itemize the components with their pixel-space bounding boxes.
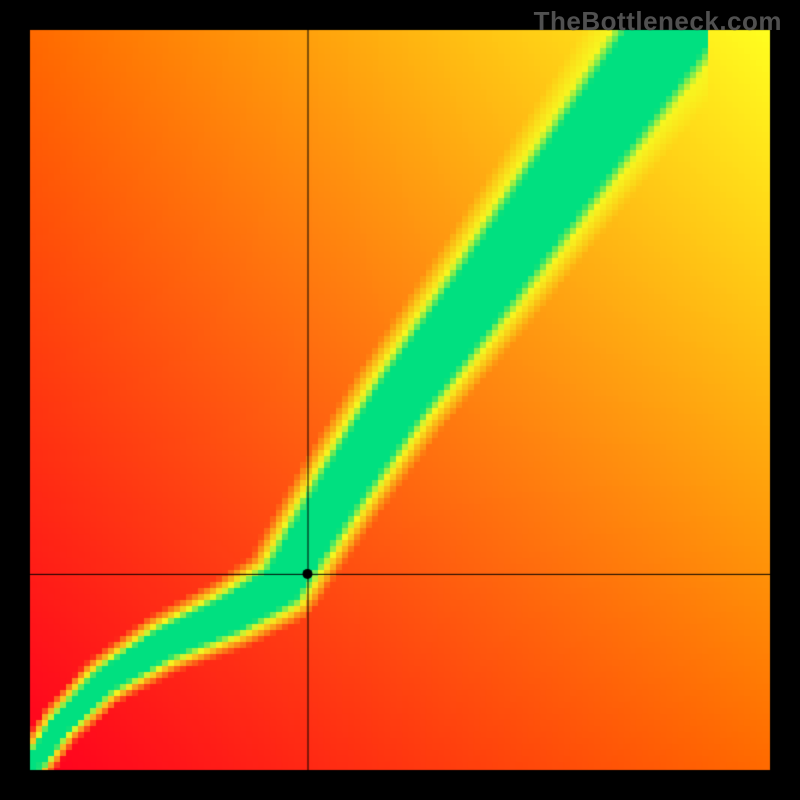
bottleneck-heatmap bbox=[0, 0, 800, 800]
source-credit: TheBottleneck.com bbox=[534, 6, 782, 37]
